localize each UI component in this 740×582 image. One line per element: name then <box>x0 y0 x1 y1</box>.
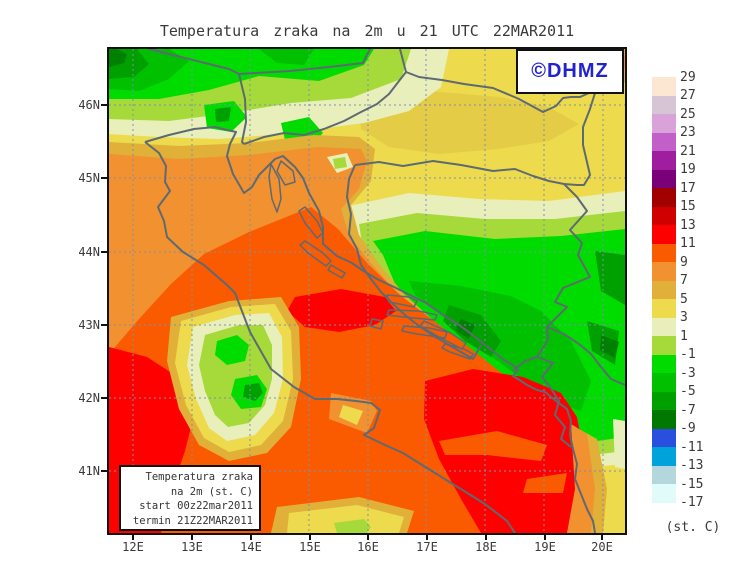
x-axis-tick <box>132 535 134 540</box>
colorbar-swatch <box>652 206 676 225</box>
colorbar-swatch <box>652 336 676 355</box>
colorbar-label: -15 <box>680 476 704 492</box>
colorbar-swatch <box>652 428 676 447</box>
x-axis-label: 13E <box>181 540 203 554</box>
colorbar-swatch <box>652 280 676 299</box>
colorbar-swatch <box>652 169 676 188</box>
x-axis-label: 17E <box>416 540 438 554</box>
colorbar-label: 19 <box>680 162 696 177</box>
dhmz-logo: ©DHMZ <box>516 49 624 94</box>
colorbar-label: 7 <box>680 273 688 288</box>
x-axis-label: 14E <box>240 540 262 554</box>
y-axis-label: 41N <box>78 464 100 478</box>
colorbar-swatch <box>652 465 676 484</box>
legend-line-2: na 2m (st. C) <box>170 485 253 498</box>
colorbar-swatch <box>652 243 676 262</box>
colorbar-swatch <box>652 188 676 207</box>
temperature-map-svg <box>109 49 625 533</box>
colorbar-label: 27 <box>680 88 696 103</box>
legend-line-1: Temperatura zraka <box>145 471 253 483</box>
page-title: Temperatura zraka na 2m u 21 UTC 22MAR20… <box>159 22 575 40</box>
temperature-field <box>109 49 625 533</box>
colorbar-label: -7 <box>680 402 696 418</box>
colorbar-label: 9 <box>680 254 688 270</box>
y-axis-tick <box>101 397 107 399</box>
colorbar-label: -3 <box>680 365 696 381</box>
colorbar-label: 29 <box>680 69 696 85</box>
y-axis-tick <box>101 470 107 472</box>
colorbar-swatch <box>652 151 676 170</box>
grid-lines <box>109 49 625 533</box>
colorbar-label: 3 <box>680 310 688 325</box>
dhmz-logo-text: ©DHMZ <box>531 60 609 82</box>
colorbar-label: -11 <box>680 439 704 455</box>
legend-line-4: termin 21Z22MAR2011 <box>132 514 253 527</box>
x-axis-tick <box>191 535 193 540</box>
x-axis-label: 20E <box>591 540 613 554</box>
colorbar-swatch <box>652 262 676 281</box>
x-axis-label: 19E <box>534 540 556 554</box>
colorbar-swatch <box>652 391 676 410</box>
colorbar-swatch <box>652 299 676 318</box>
colorbar-label: 1 <box>680 328 688 344</box>
x-axis-label: 16E <box>357 540 379 554</box>
colorbar-label: 13 <box>680 217 696 233</box>
colorbar-swatch <box>652 132 676 151</box>
x-axis-tick <box>250 535 252 540</box>
colorbar-label: -5 <box>680 384 696 399</box>
colorbar-swatch <box>652 354 676 373</box>
colorbar-swatch <box>652 114 676 133</box>
x-axis-label: 12E <box>122 540 144 554</box>
colorbar-label: 25 <box>680 106 696 122</box>
x-axis-tick <box>601 535 603 540</box>
y-axis-tick <box>101 177 107 179</box>
colorbar-label: -9 <box>680 421 696 436</box>
y-axis-label: 44N <box>78 245 100 259</box>
colorbar-label: 11 <box>680 236 696 251</box>
y-axis-tick <box>101 104 107 106</box>
colorbar-label: 5 <box>680 291 688 307</box>
legend-box: Temperatura zraka na 2m (st. C) start 00… <box>119 465 261 531</box>
y-axis-label: 43N <box>78 318 100 332</box>
y-axis-label: 45N <box>78 171 100 185</box>
colorbar-label: -13 <box>680 458 704 473</box>
colorbar-label: 21 <box>680 143 696 159</box>
colorbar-label: 15 <box>680 199 696 214</box>
legend-line-3: start 00z22mar2011 <box>139 500 253 512</box>
map-canvas: ©DHMZ Temperatura zraka na 2m (st. C) st… <box>107 47 627 535</box>
colorbar-swatch <box>652 410 676 429</box>
colorbar-label: -1 <box>680 347 696 362</box>
islands-outlines <box>268 160 474 360</box>
x-axis-tick <box>309 535 311 540</box>
y-axis-label: 42N <box>78 391 100 405</box>
colorbar-label: 23 <box>680 125 696 140</box>
colorbar-swatch <box>652 225 676 244</box>
x-axis-label: 15E <box>299 540 321 554</box>
colorbar-swatch <box>652 447 676 466</box>
colorbar-swatch <box>652 95 676 114</box>
colorbar-swatch <box>652 77 676 96</box>
y-axis-tick <box>101 251 107 253</box>
x-axis-tick <box>426 535 428 540</box>
x-axis-label: 18E <box>475 540 497 554</box>
colorbar-unit-label: (st. C) <box>665 520 721 535</box>
country-borders <box>148 49 625 448</box>
x-axis-tick <box>544 535 546 540</box>
coastlines <box>144 126 596 533</box>
colorbar-label: 17 <box>680 180 696 196</box>
colorbar-label: -17 <box>680 495 704 510</box>
x-axis-tick <box>485 535 487 540</box>
colorbar-swatch <box>652 484 676 503</box>
colorbar-swatch <box>652 317 676 336</box>
y-axis-tick <box>101 324 107 326</box>
colorbar-swatch <box>652 373 676 392</box>
y-axis-label: 46N <box>78 98 100 112</box>
x-axis-tick <box>367 535 369 540</box>
